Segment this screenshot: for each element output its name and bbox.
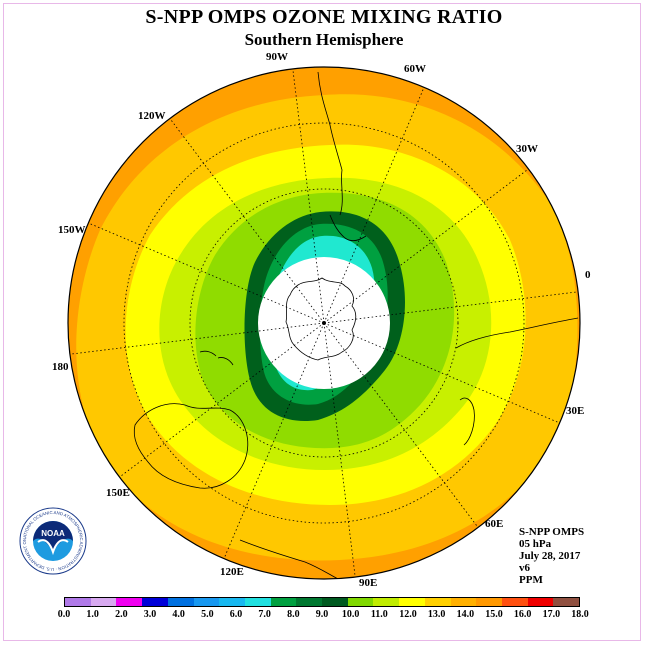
meridian-line bbox=[292, 68, 325, 324]
colorbar-segment bbox=[167, 598, 194, 606]
meridian-line bbox=[323, 291, 579, 324]
colorbar-tick-label: 15.0 bbox=[485, 609, 503, 620]
colorbar-segment bbox=[322, 598, 348, 606]
info-date: July 28, 2017 bbox=[519, 550, 581, 562]
colorbar-segment bbox=[244, 598, 271, 606]
page-frame bbox=[3, 3, 641, 641]
map-boundary bbox=[67, 66, 581, 580]
colorbar-segment bbox=[399, 598, 425, 606]
colorbar-tick-label: 8.0 bbox=[287, 609, 300, 620]
colorbar-segment bbox=[424, 598, 451, 606]
latitude-circle bbox=[189, 188, 459, 458]
colorbar-tick-label: 10.0 bbox=[341, 609, 360, 620]
colorbar-segment bbox=[347, 598, 374, 606]
colorbar-segment bbox=[450, 598, 477, 606]
lon-label-120e: 120E bbox=[220, 566, 244, 578]
meridian-line bbox=[323, 87, 425, 324]
graticule bbox=[69, 68, 579, 578]
meridian-line bbox=[323, 322, 356, 578]
meridian-line bbox=[323, 168, 529, 324]
colorbar-tick-label: 9.0 bbox=[315, 609, 329, 620]
new-zealand-coast bbox=[199, 350, 234, 366]
south-america-coast bbox=[317, 71, 367, 242]
meridian-line bbox=[119, 322, 325, 478]
lon-label-30w: 30W bbox=[516, 143, 538, 155]
colorbar-segment bbox=[116, 598, 143, 606]
colorbar-segment bbox=[65, 598, 91, 606]
colorbar-tick-label: 3.0 bbox=[143, 609, 157, 620]
colorbar-segment bbox=[90, 598, 117, 606]
lon-label-60e: 60E bbox=[485, 518, 504, 530]
map-title: S-NPP OMPS OZONE MIXING RATIO bbox=[145, 6, 503, 28]
info-units: PPM bbox=[519, 574, 543, 586]
colorbar-tick-label: 1.0 bbox=[86, 609, 99, 620]
africa-coast bbox=[455, 317, 579, 349]
colorbar-tick-label: 4.0 bbox=[172, 609, 185, 620]
meridian-line bbox=[88, 222, 325, 324]
colorbar-tick-label: 0.0 bbox=[57, 609, 71, 620]
info-version: v6 bbox=[519, 562, 530, 574]
colorbar-tick-label: 2.0 bbox=[115, 609, 128, 620]
colorbar-tick-label: 16.0 bbox=[513, 609, 532, 620]
colorbar-segment bbox=[501, 598, 528, 606]
lon-label-90e: 90E bbox=[359, 577, 378, 589]
colorbar-segment bbox=[142, 598, 168, 606]
colorbar-segment bbox=[373, 598, 400, 606]
colorbar-segment bbox=[527, 598, 554, 606]
meridian-line bbox=[69, 322, 325, 355]
lon-label-60w: 60W bbox=[404, 63, 426, 75]
lon-label-0: 0 bbox=[585, 269, 591, 281]
coastlines bbox=[133, 71, 579, 579]
colorbar-tick-label: 6.0 bbox=[229, 609, 243, 620]
info-instrument: S-NPP OMPS bbox=[519, 526, 585, 538]
meridian-line bbox=[323, 322, 560, 424]
lon-label-150w: 150W bbox=[58, 224, 86, 236]
latitude-circle bbox=[123, 122, 525, 524]
meridian-line bbox=[323, 322, 479, 528]
lon-label-30e: 30E bbox=[566, 405, 585, 417]
antarctica-coast bbox=[285, 277, 357, 361]
lon-label-150e: 150E bbox=[106, 487, 130, 499]
asia-coast bbox=[239, 539, 341, 579]
colorbar-segment bbox=[219, 598, 245, 606]
colorbar-tick-label: 17.0 bbox=[542, 609, 561, 620]
colorbar-segment bbox=[296, 598, 323, 606]
colorbar-segment bbox=[270, 598, 297, 606]
colorbar-tick-label: 12.0 bbox=[399, 609, 417, 620]
colorbar-tick-label: 5.0 bbox=[201, 609, 214, 620]
madagascar-coast bbox=[459, 397, 475, 446]
info-level: 05 hPa bbox=[519, 538, 552, 550]
colorbar bbox=[64, 597, 580, 607]
colorbar-tick-label: 11.0 bbox=[370, 609, 388, 620]
colorbar-tick-label: 13.0 bbox=[427, 609, 446, 620]
colorbar-segment bbox=[553, 598, 580, 606]
meridian-line bbox=[223, 322, 325, 559]
colorbar-segment bbox=[193, 598, 220, 606]
south-pole-marker bbox=[322, 321, 326, 325]
lon-label-120w: 120W bbox=[138, 110, 166, 122]
noaa-logo-text: NOAA bbox=[41, 529, 65, 538]
colorbar-tick-label: 18.0 bbox=[571, 609, 589, 620]
colorbar-tick-label: 7.0 bbox=[258, 609, 271, 620]
colorbar-tick-label: 14.0 bbox=[456, 609, 475, 620]
map-subtitle: Southern Hemisphere bbox=[244, 30, 404, 49]
lon-label-90w: 90W bbox=[266, 51, 288, 63]
lon-label-180: 180 bbox=[52, 361, 69, 373]
colorbar-segment bbox=[476, 598, 502, 606]
noaa-logo: NATIONAL OCEANIC AND ATMOSPHERIC ADMINIS… bbox=[16, 502, 88, 581]
australia-coast bbox=[133, 403, 249, 489]
info-box: S-NPP OMPS 05 hPa July 28, 2017 v6 PPM bbox=[519, 526, 584, 586]
meridian-line bbox=[169, 118, 325, 324]
